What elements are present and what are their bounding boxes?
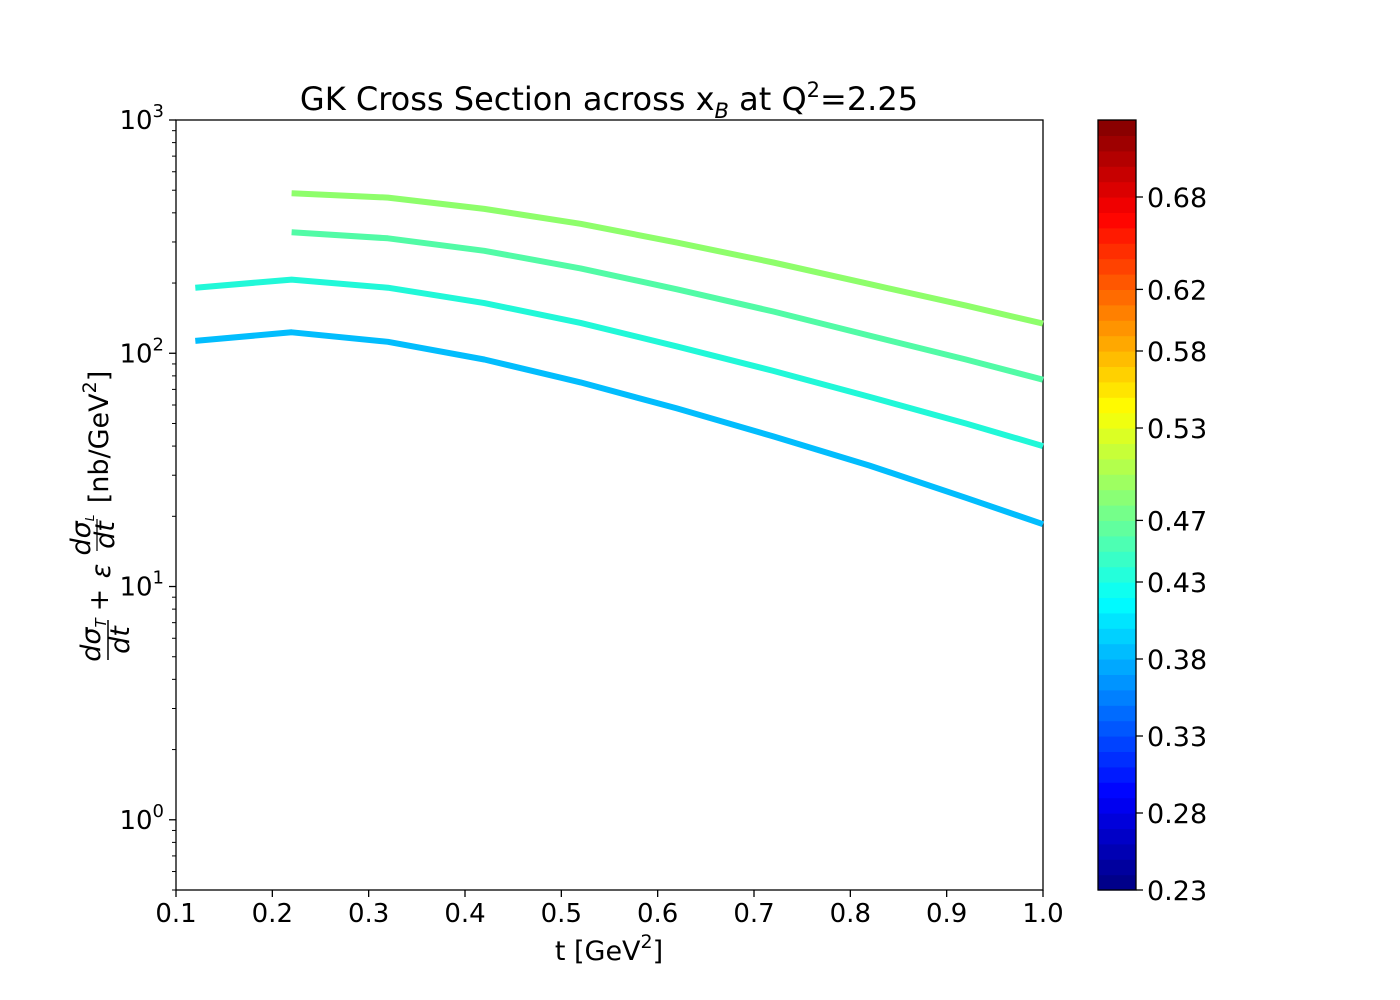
colorbar-tick-label: 0.28: [1147, 799, 1207, 830]
x-axis-label: t [GeV2]: [555, 931, 663, 967]
svg-text:ε: ε: [86, 564, 117, 579]
colorbar: [1098, 120, 1136, 891]
colorbar-tick-label: 0.58: [1147, 337, 1207, 368]
colorbar-band: [1098, 150, 1136, 167]
colorbar-band: [1098, 828, 1136, 845]
x-tick-label: 0.4: [444, 899, 485, 929]
colorbar-band: [1098, 643, 1136, 660]
colorbar-band: [1098, 166, 1136, 183]
colorbar-band: [1098, 212, 1136, 229]
colorbar-band: [1098, 428, 1136, 444]
colorbar-band: [1098, 535, 1136, 552]
y-axis-label: dσT dt + ε dσL dt [nb/GeV2]: [66, 371, 136, 662]
x-tick-label: 0.6: [637, 899, 678, 929]
svg-text:+: +: [84, 589, 115, 612]
colorbar-band: [1098, 443, 1136, 460]
colorbar-band: [1098, 813, 1136, 829]
colorbar-band: [1098, 489, 1136, 506]
colorbar-band: [1098, 520, 1136, 537]
colorbar-ticks: 0.23 0.28 0.33 0.38 0.43 0.47 0.53 0.58 0.62 0.68: [1136, 183, 1207, 907]
colorbar-band: [1098, 197, 1136, 213]
series-lines: [195, 190, 1044, 528]
colorbar-band: [1098, 782, 1136, 799]
colorbar-band: [1098, 120, 1136, 136]
svg-text:[nb/GeV2]: [nb/GeV2]: [79, 371, 115, 504]
series-line-3: [291, 229, 1044, 383]
colorbar-band: [1098, 612, 1136, 629]
colorbar-band: [1098, 736, 1136, 752]
colorbar-band: [1098, 274, 1136, 290]
colorbar-band: [1098, 289, 1136, 306]
colorbar-band: [1098, 474, 1136, 491]
y-tick-label: 101: [119, 568, 164, 603]
colorbar-band: [1098, 335, 1136, 352]
x-tick-label: 0.5: [541, 899, 582, 929]
series-line-2: [195, 276, 1044, 449]
colorbar-band: [1098, 227, 1136, 244]
svg-text:dt: dt: [90, 520, 121, 549]
colorbar-band: [1098, 366, 1136, 383]
colorbar-band: [1098, 351, 1136, 367]
colorbar-band: [1098, 674, 1136, 691]
colorbar-band: [1098, 705, 1136, 722]
x-tick-label: 0.1: [155, 899, 196, 929]
colorbar-band: [1098, 859, 1136, 876]
colorbar-band: [1098, 566, 1136, 583]
y-tick-label: 103: [119, 101, 164, 136]
svg-text:dσL: dσL: [66, 515, 97, 556]
chart-title: GK Cross Section across xB at Q2=2.25: [300, 78, 918, 123]
x-tick-label: 0.9: [926, 899, 967, 929]
colorbar-band: [1098, 551, 1136, 568]
colorbar-band: [1098, 628, 1136, 645]
plot-frame: [175, 119, 1044, 891]
y-tick-label: 102: [119, 334, 164, 369]
series-line-1: [195, 329, 1044, 528]
y-axis-ticks: 100 101 102 103: [119, 101, 176, 891]
colorbar-band: [1098, 689, 1136, 706]
colorbar-band: [1098, 582, 1136, 598]
colorbar-band: [1098, 181, 1136, 198]
x-axis-ticks: 0.1 0.2 0.3 0.4 0.5 0.6 0.7 0.8 0.9 1.0: [155, 890, 1064, 929]
colorbar-frame: [1097, 119, 1137, 891]
x-tick-label: 0.3: [348, 899, 389, 929]
colorbar-band: [1098, 381, 1136, 398]
colorbar-band: [1098, 720, 1136, 737]
colorbar-tick-label: 0.62: [1147, 275, 1207, 306]
colorbar-band: [1098, 597, 1136, 614]
x-tick-label: 0.7: [733, 899, 774, 929]
x-tick-label: 0.2: [252, 899, 293, 929]
colorbar-band: [1098, 135, 1136, 152]
colorbar-tick-label: 0.23: [1147, 876, 1207, 907]
colorbar-band: [1098, 797, 1136, 814]
colorbar-band: [1098, 843, 1136, 860]
colorbar-band: [1098, 874, 1136, 891]
y-tick-label: 100: [119, 801, 164, 836]
svg-text:dt: dt: [105, 625, 136, 654]
colorbar-band: [1098, 505, 1136, 521]
colorbar-tick-label: 0.68: [1147, 183, 1207, 214]
colorbar-tick-label: 0.33: [1147, 722, 1207, 753]
colorbar-band: [1098, 751, 1136, 768]
colorbar-band: [1098, 304, 1136, 321]
colorbar-band: [1098, 659, 1136, 675]
colorbar-tick-label: 0.38: [1147, 645, 1207, 676]
x-tick-label: 0.8: [830, 899, 871, 929]
colorbar-tick-label: 0.47: [1147, 506, 1207, 537]
colorbar-band: [1098, 320, 1136, 337]
colorbar-band: [1098, 766, 1136, 783]
colorbar-band: [1098, 258, 1136, 275]
colorbar-tick-label: 0.43: [1147, 568, 1207, 599]
x-tick-label: 1.0: [1022, 899, 1063, 929]
colorbar-band: [1098, 458, 1136, 475]
colorbar-tick-label: 0.53: [1147, 414, 1207, 445]
series-line-4: [291, 190, 1044, 327]
colorbar-band: [1098, 412, 1136, 429]
colorbar-band: [1098, 243, 1136, 260]
colorbar-band: [1098, 397, 1136, 414]
